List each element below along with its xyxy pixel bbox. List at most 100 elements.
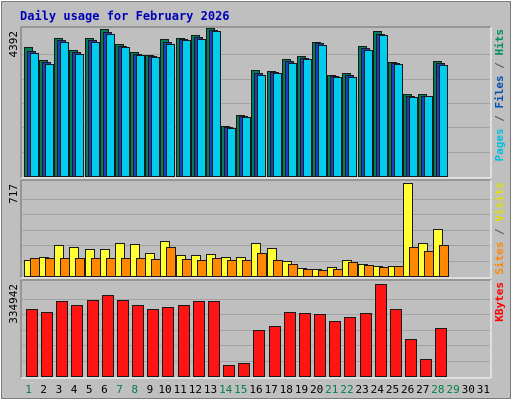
bar-sites-day-25 bbox=[394, 266, 404, 277]
legend-item: Sites bbox=[493, 242, 506, 275]
panel-hits: 4392 Pages / Files / Hits bbox=[7, 26, 506, 179]
y-max-label: 4392 bbox=[7, 31, 20, 58]
bar-kbytes-day-27 bbox=[420, 359, 432, 377]
panel-legend: Pages / Files / Hits bbox=[493, 29, 506, 162]
x-tick-label: 7 bbox=[116, 383, 123, 396]
bar-sites-day-1 bbox=[30, 258, 40, 277]
x-tick-label: 17 bbox=[265, 383, 278, 396]
panel-kbytes: 334942 KBytes bbox=[7, 279, 506, 379]
bar-pages-day-18 bbox=[288, 63, 297, 177]
x-tick-label: 22 bbox=[340, 383, 353, 396]
legend-item: Hits bbox=[493, 29, 506, 56]
x-tick-label: 27 bbox=[416, 383, 429, 396]
x-tick-label: 20 bbox=[310, 383, 323, 396]
y-max-label: 717 bbox=[7, 184, 20, 204]
bar-pages-day-25 bbox=[394, 64, 403, 177]
bar-sites-day-6 bbox=[106, 258, 116, 277]
x-tick-label: 18 bbox=[280, 383, 293, 396]
bar-pages-day-1 bbox=[30, 53, 39, 177]
bar-sites-day-20 bbox=[318, 270, 328, 277]
bar-kbytes-day-9 bbox=[147, 309, 159, 377]
bar-pages-day-19 bbox=[303, 59, 312, 177]
bar-kbytes-day-23 bbox=[360, 313, 372, 377]
x-tick-label: 19 bbox=[295, 383, 308, 396]
bar-kbytes-day-13 bbox=[208, 301, 220, 377]
bar-kbytes-day-10 bbox=[162, 307, 174, 377]
x-tick-label: 9 bbox=[147, 383, 154, 396]
bar-sites-day-11 bbox=[182, 259, 192, 277]
panel-legend: Sites / Visits bbox=[493, 182, 506, 275]
bar-pages-day-16 bbox=[257, 75, 266, 177]
bar-sites-day-23 bbox=[364, 265, 374, 277]
bar-sites-day-24 bbox=[379, 267, 389, 277]
bar-kbytes-day-22 bbox=[344, 317, 356, 377]
bar-kbytes-day-14 bbox=[223, 365, 235, 377]
x-tick-label: 2 bbox=[40, 383, 47, 396]
bar-pages-day-5 bbox=[91, 42, 100, 177]
x-tick-label: 3 bbox=[56, 383, 63, 396]
panel-visits: 717 Sites / Visits bbox=[7, 179, 506, 279]
bar-sites-day-17 bbox=[273, 260, 283, 277]
bar-kbytes-day-6 bbox=[102, 295, 114, 377]
panel-legend: KBytes bbox=[493, 282, 506, 322]
bar-pages-day-14 bbox=[227, 128, 236, 177]
bar-sites-day-27 bbox=[424, 251, 434, 277]
x-tick-label: 4 bbox=[71, 383, 78, 396]
bar-pages-day-21 bbox=[333, 77, 342, 177]
bar-kbytes-day-4 bbox=[71, 305, 83, 377]
legend-item: Files bbox=[493, 75, 506, 108]
legend-item: Pages bbox=[493, 128, 506, 161]
bar-sites-day-12 bbox=[197, 260, 207, 277]
x-tick-label: 30 bbox=[462, 383, 475, 396]
bar-kbytes-day-1 bbox=[26, 309, 38, 377]
bar-sites-day-21 bbox=[333, 269, 343, 277]
bar-sites-day-8 bbox=[136, 258, 146, 277]
bar-sites-day-14 bbox=[227, 260, 237, 277]
bar-kbytes-day-19 bbox=[299, 313, 311, 377]
bar-sites-day-7 bbox=[121, 258, 131, 277]
x-tick-label: 24 bbox=[371, 383, 385, 396]
x-tick-label: 28 bbox=[431, 383, 444, 396]
legend-item: / bbox=[493, 56, 506, 76]
bar-visits-day-26 bbox=[403, 183, 413, 277]
bar-kbytes-day-25 bbox=[390, 309, 402, 377]
bar-pages-day-9 bbox=[151, 57, 160, 177]
bar-kbytes-day-17 bbox=[269, 326, 281, 377]
legend-item: / bbox=[493, 109, 506, 129]
x-tick-label: 12 bbox=[189, 383, 202, 396]
bar-sites-day-9 bbox=[151, 259, 161, 277]
x-tick-label: 11 bbox=[174, 383, 187, 396]
bar-sites-day-5 bbox=[91, 258, 101, 277]
bar-kbytes-day-12 bbox=[193, 301, 205, 377]
bar-pages-day-17 bbox=[273, 73, 282, 177]
bar-kbytes-day-11 bbox=[178, 305, 190, 377]
bar-sites-day-18 bbox=[288, 264, 298, 277]
legend-item: / bbox=[493, 222, 506, 242]
bar-pages-day-8 bbox=[136, 55, 145, 177]
bar-pages-day-24 bbox=[379, 35, 388, 177]
bar-pages-day-2 bbox=[45, 64, 54, 177]
x-tick-label: 10 bbox=[158, 383, 171, 396]
bar-kbytes-day-20 bbox=[314, 314, 326, 377]
x-tick-label: 31 bbox=[477, 383, 490, 396]
x-tick-label: 29 bbox=[446, 383, 459, 396]
chart-title: Daily usage for February 2026 bbox=[20, 9, 230, 23]
bar-pages-day-15 bbox=[242, 117, 251, 177]
bar-pages-day-6 bbox=[106, 34, 115, 177]
bar-sites-day-19 bbox=[303, 269, 313, 277]
frame-shadow bbox=[1, 1, 511, 399]
bar-sites-day-4 bbox=[75, 258, 85, 277]
bar-pages-day-12 bbox=[197, 39, 206, 177]
bar-pages-day-13 bbox=[212, 31, 221, 177]
bar-kbytes-day-2 bbox=[41, 312, 53, 377]
bar-kbytes-day-28 bbox=[435, 328, 447, 377]
x-tick-label: 14 bbox=[219, 383, 233, 396]
bar-pages-day-11 bbox=[182, 40, 191, 177]
bar-pages-day-28 bbox=[439, 65, 448, 177]
bar-sites-day-16 bbox=[257, 253, 267, 277]
x-tick-label: 16 bbox=[249, 383, 262, 396]
bar-kbytes-day-7 bbox=[117, 300, 129, 377]
bar-pages-day-3 bbox=[60, 42, 69, 177]
legend-item: Visits bbox=[493, 182, 506, 222]
bar-pages-day-22 bbox=[348, 77, 357, 177]
